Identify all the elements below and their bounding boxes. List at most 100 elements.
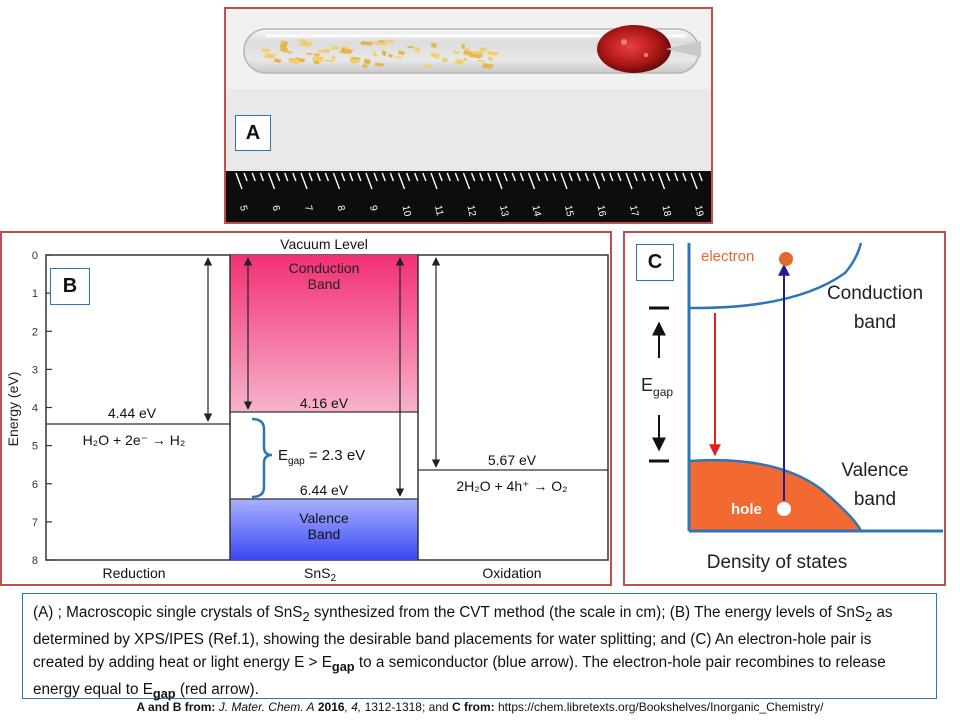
ruler-tick-mark — [267, 172, 276, 190]
crystal-flake — [465, 53, 471, 57]
vacuum-level-label: Vacuum Level — [280, 236, 368, 252]
crystal-flake — [430, 52, 440, 58]
ruler-tick-mark — [552, 172, 557, 182]
ruler-tick-mark — [649, 172, 655, 182]
y-axis-label: Energy (eV) — [5, 372, 21, 447]
ruler-tick-mark — [292, 172, 297, 182]
ruler-tick-mark — [243, 172, 248, 182]
ruler-tick-label: 7 — [302, 204, 314, 212]
crystal-flake — [290, 57, 301, 65]
crystal-flake — [311, 55, 325, 63]
ruler-tick-mark — [511, 172, 516, 182]
ruler-tick-mark — [349, 172, 354, 182]
ruler-tick-mark — [641, 172, 646, 182]
ruler-tick-mark — [479, 172, 484, 182]
ruler-tick-mark — [665, 172, 671, 182]
ruler-tick-mark — [300, 172, 308, 190]
y-tick-label: 1 — [32, 288, 38, 300]
ruler-tick-mark — [284, 172, 289, 182]
ruler-tick-mark — [381, 172, 386, 182]
crystal-flake — [297, 39, 308, 42]
electron-label: electron — [701, 248, 754, 265]
crystal-flake — [299, 40, 313, 48]
valence-band-label-2: Band — [308, 526, 341, 542]
valence-label-2: band — [854, 489, 896, 510]
ruler-ticks: 5 6 7 8 9 10 11 12 13 14 15 16 17 18 19 — [235, 172, 705, 218]
ruler-tick-mark — [487, 172, 492, 182]
y-tick-label: 5 — [32, 441, 38, 453]
crystal-flake — [441, 57, 449, 63]
crystal-flake — [486, 50, 500, 56]
ruler-tick-mark — [414, 172, 419, 182]
ruler-tick-mark — [657, 172, 666, 190]
y-tick-label: 8 — [32, 555, 38, 567]
y-tick-label: 0 — [32, 250, 38, 262]
panel-b-energy-diagram: 0 1 2 3 4 5 6 7 8 Energy (eV) Vacuum Level Condu… — [0, 231, 612, 586]
x-axis-label: Density of states — [707, 552, 847, 573]
y-tick-label: 6 — [32, 479, 38, 491]
ruler-tick-mark — [324, 172, 330, 182]
ruler-tick-mark — [560, 172, 568, 190]
ruler-tick-mark — [357, 172, 362, 182]
crystal-flake — [279, 46, 289, 53]
crystal-flake — [378, 39, 386, 43]
ruler-tick-mark — [373, 172, 378, 182]
crystal-flake — [414, 46, 421, 54]
panel-b-label: B — [50, 268, 90, 305]
crystal-flake — [330, 45, 340, 51]
crystal-flake — [452, 50, 461, 55]
ruler-tick-label: 5 — [237, 204, 249, 212]
ruler-tick-label: 11 — [432, 204, 445, 217]
panel-c-band-schematic: electron hole Conduction band Valence ba… — [623, 231, 946, 586]
crystal-flake — [305, 52, 313, 55]
panel-c-label: C — [636, 244, 674, 281]
crystal-flake — [317, 49, 327, 54]
x-label-oxidation: Oxidation — [482, 565, 541, 581]
ruler-tick-mark — [600, 172, 606, 182]
y-tick-label: 4 — [32, 403, 38, 415]
crystal-flake — [381, 49, 387, 57]
ruler-tick-label: 16 — [595, 204, 608, 218]
reduction-reaction-label: H₂O + 2e⁻ → H₂ — [83, 432, 186, 448]
valence-label-1: Valence — [841, 460, 908, 481]
ruler-tick-label: 19 — [692, 204, 705, 218]
ruler-tick-mark — [544, 172, 549, 182]
ruler-tick-mark — [332, 172, 341, 190]
ruler-tick-mark — [698, 172, 703, 182]
crystal-flake — [260, 48, 271, 53]
gold-crystals — [260, 39, 500, 69]
ruler-tick-mark — [259, 172, 265, 182]
crystal-flake — [359, 40, 375, 46]
ruler-tick-mark — [275, 172, 281, 182]
ruler-tick-mark — [609, 172, 614, 182]
x-label-reduction: Reduction — [102, 565, 165, 581]
ruler-tick-mark — [674, 172, 679, 182]
ruler-tick-mark — [470, 172, 476, 182]
hole-label: hole — [731, 501, 762, 518]
ruler-tick-mark — [495, 172, 503, 190]
source-url[interactable]: https://chem.libretexts.org/Bookshelves/… — [498, 700, 824, 714]
reduction-level-label: 4.44 eV — [108, 405, 157, 421]
ruler-tick-mark — [430, 172, 438, 190]
crystal-flake — [383, 40, 393, 44]
density-of-states-diagram: electron hole Conduction band Valence ba… — [641, 242, 943, 573]
ruler-tick-mark — [617, 172, 622, 182]
crystal-flake — [487, 56, 494, 62]
cb-edge-label: 4.16 eV — [300, 395, 349, 411]
crystal-flake — [464, 47, 471, 52]
ruler-tick-label: 9 — [367, 204, 379, 212]
ruler-tick-mark — [454, 172, 460, 182]
ruler-tick-mark — [251, 172, 256, 182]
figure-caption: (A) ; Macroscopic single crystals of SnS… — [22, 593, 937, 701]
crystal-flake — [362, 63, 368, 68]
ruler-tick-mark — [519, 172, 525, 182]
crystal-flake — [406, 45, 415, 49]
ruler-tick-label: 6 — [270, 204, 282, 212]
egap-label: Egap — [641, 375, 673, 399]
energy-level-chart: 0 1 2 3 4 5 6 7 8 Energy (eV) Vacuum Level Condu… — [5, 236, 609, 584]
crystal-flake — [388, 53, 394, 58]
y-tick-label: 3 — [32, 364, 38, 376]
egap-brace — [251, 417, 273, 499]
egap-label: Egap = 2.3 eV — [278, 447, 365, 467]
crystal-flake — [313, 53, 321, 56]
